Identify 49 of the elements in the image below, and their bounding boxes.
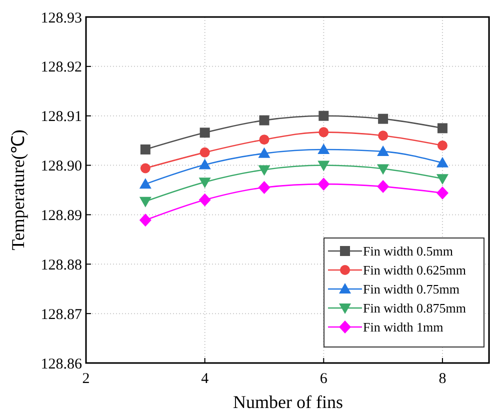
point [437, 140, 448, 151]
point [377, 145, 390, 156]
legend-label: Fin width 0.75mm [363, 282, 460, 297]
legend-label: Fin width 1mm [363, 320, 444, 335]
y-axis-title: Temperature(℃) [8, 130, 28, 250]
y-tick-label: 128.87 [40, 306, 82, 323]
point [318, 143, 330, 154]
point [258, 181, 270, 194]
point [436, 156, 448, 168]
point [139, 178, 152, 189]
legend-label: Fin width 0.5mm [363, 244, 453, 259]
point [318, 178, 330, 191]
legend-label: Fin width 0.625mm [363, 262, 466, 278]
x-tick-label: 8 [438, 371, 446, 387]
point [198, 178, 211, 188]
point [139, 196, 152, 208]
point [140, 144, 150, 154]
point [436, 186, 448, 200]
point [377, 164, 390, 175]
point [318, 160, 330, 172]
legend-label: Fin width 0.875mm [363, 300, 466, 316]
y-tick-label: 128.93 [40, 10, 82, 26]
point [258, 147, 270, 158]
point [200, 147, 210, 158]
point [377, 180, 390, 194]
point [436, 174, 448, 185]
point [198, 193, 211, 206]
point [437, 123, 448, 134]
x-tick-label: 6 [320, 371, 328, 387]
point [200, 128, 210, 138]
point [258, 165, 270, 176]
point [259, 134, 270, 145]
point [198, 158, 211, 170]
x-tick-label: 2 [82, 371, 90, 387]
point [378, 114, 388, 124]
point [259, 115, 270, 126]
point [318, 110, 329, 121]
x-tick-label: 4 [201, 371, 210, 387]
x-axis-title: Number of fins [233, 392, 343, 412]
y-tick-label: 128.90 [40, 158, 82, 175]
point [378, 130, 388, 141]
y-tick-label: 128.92 [40, 60, 82, 76]
y-tick-label: 128.89 [40, 208, 82, 224]
y-tick-label: 128.88 [40, 257, 82, 274]
point [139, 214, 152, 227]
y-tick-label: 128.86 [40, 356, 82, 372]
y-tick-label: 128.91 [40, 109, 82, 126]
point [140, 163, 150, 174]
point [318, 127, 329, 138]
